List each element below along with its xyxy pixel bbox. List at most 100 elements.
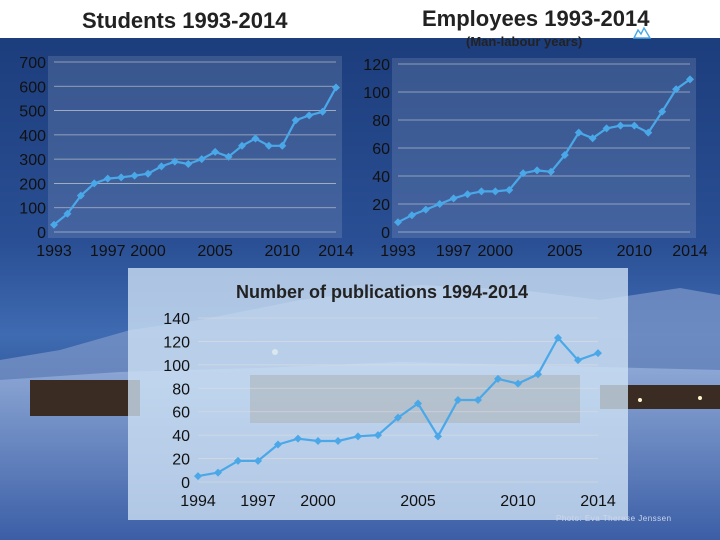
publications-x-tick-label: 2005 (400, 493, 436, 510)
employees-x-tick-label: 2010 (617, 243, 653, 260)
employees-data-point (435, 200, 444, 208)
employees-data-point (533, 166, 542, 175)
students-data-point (117, 173, 126, 182)
employees-x-tick-label: 2014 (672, 243, 708, 260)
students-data-point (305, 111, 314, 120)
employees-data-point (407, 211, 416, 220)
publications-y-tick-label: 80 (172, 381, 190, 398)
publications-x-tick-label: 2014 (580, 493, 616, 510)
employees-y-tick-label: 60 (372, 141, 390, 158)
publications-data-point (534, 370, 542, 379)
students-x-tick-label: 2000 (130, 243, 166, 260)
students-data-point (144, 169, 152, 178)
employees-data-point (686, 75, 694, 84)
publications-y-tick-label: 100 (163, 358, 190, 375)
students-data-point (251, 134, 260, 143)
employees-data-point (477, 187, 486, 196)
students-x-tick-label: 1993 (36, 243, 72, 260)
students-data-point (157, 162, 166, 171)
students-x-tick-label: 1997 (90, 243, 126, 260)
students-data-point (63, 209, 72, 218)
employees-data-point (449, 194, 458, 203)
students-plot-area (48, 56, 342, 238)
students-data-point (264, 141, 273, 150)
publications-data-point (454, 396, 462, 404)
photo-credit: Photo: Eva Therese Jenssen (556, 514, 672, 523)
students-y-tick-label: 300 (19, 152, 46, 169)
publications-data-point (554, 333, 562, 342)
students-data-point (238, 141, 246, 150)
students-data-point (184, 160, 193, 168)
publications-data-point (334, 437, 342, 445)
publications-y-tick-label: 60 (172, 405, 190, 422)
publications-panel (128, 268, 628, 520)
employees-data-point (560, 151, 569, 159)
employees-data-point (588, 134, 597, 143)
publications-data-point (254, 456, 262, 465)
employees-y-tick-label: 0 (381, 225, 390, 242)
publications-data-point (434, 432, 442, 441)
students-y-tick-label: 700 (19, 55, 46, 72)
employees-data-point (463, 190, 472, 199)
employees-chart-subtitle: (Man-labour years) (466, 34, 583, 49)
publications-data-point (354, 432, 362, 441)
publications-data-point (494, 374, 502, 383)
students-data-point (318, 107, 327, 116)
students-data-point (130, 171, 139, 180)
employees-x-tick-label: 2000 (478, 243, 514, 260)
employees-x-tick-label: 1997 (436, 243, 472, 260)
logo-icon (632, 26, 652, 39)
publications-data-point (474, 396, 482, 404)
publications-y-tick-label: 20 (172, 452, 190, 469)
employees-data-point (421, 205, 430, 214)
employees-series-line (397, 78, 691, 224)
students-data-point (211, 147, 220, 156)
students-series-line (53, 86, 337, 226)
employees-data-point (644, 128, 653, 137)
publications-y-tick-label: 40 (172, 428, 190, 445)
employees-data-point (616, 121, 625, 130)
employees-data-point (394, 218, 402, 227)
students-data-point (224, 152, 233, 161)
title-band (0, 0, 720, 38)
employees-data-point (519, 169, 528, 178)
publications-x-tick-label: 1997 (240, 493, 276, 510)
publications-chart-title: Number of publications 1994-2014 (236, 282, 528, 302)
students-data-point (50, 220, 58, 229)
students-data-point (291, 116, 300, 125)
students-chart: 0 100 200 300 400 500 600 700 1993 1997 2000 2005 20… (19, 55, 354, 260)
students-y-tick-label: 500 (19, 104, 46, 121)
publications-y-tick-label: 140 (163, 311, 190, 328)
students-data-point (332, 83, 340, 92)
employees-data-point (658, 107, 667, 116)
publications-chart: Number of publications 1994-2014 0 20 40 60 8… (128, 268, 628, 520)
publications-x-tick-label: 1994 (180, 493, 216, 510)
publications-x-tick-label: 2010 (500, 493, 536, 510)
students-y-tick-label: 100 (19, 201, 46, 218)
employees-chart: 0 20 40 60 80 100 120 1993 1997 2000 2005 2010 2014 (363, 57, 708, 260)
employees-y-tick-label: 40 (372, 169, 390, 186)
students-data-point (103, 174, 112, 183)
students-y-tick-label: 0 (37, 225, 46, 242)
publications-x-tick-label: 2000 (300, 493, 336, 510)
students-data-point (76, 191, 85, 200)
students-data-point (197, 155, 206, 164)
publications-data-point (234, 456, 242, 465)
employees-y-tick-label: 80 (372, 113, 390, 130)
students-y-tick-label: 400 (19, 128, 46, 145)
publications-data-point (274, 440, 282, 449)
employees-data-point (574, 128, 583, 137)
employees-data-point (505, 186, 514, 194)
employees-y-tick-label: 20 (372, 197, 390, 214)
employees-chart-title: Employees 1993-2014 (422, 6, 650, 31)
publications-data-point (294, 434, 302, 443)
publications-data-point (374, 431, 382, 440)
employees-data-point (672, 85, 681, 94)
publications-data-point (394, 413, 402, 422)
publications-y-tick-label: 0 (181, 475, 190, 492)
employees-x-tick-label: 2005 (547, 243, 583, 260)
publications-data-point (574, 356, 582, 365)
students-x-tick-label: 2014 (318, 243, 354, 260)
employees-data-point (630, 121, 639, 130)
